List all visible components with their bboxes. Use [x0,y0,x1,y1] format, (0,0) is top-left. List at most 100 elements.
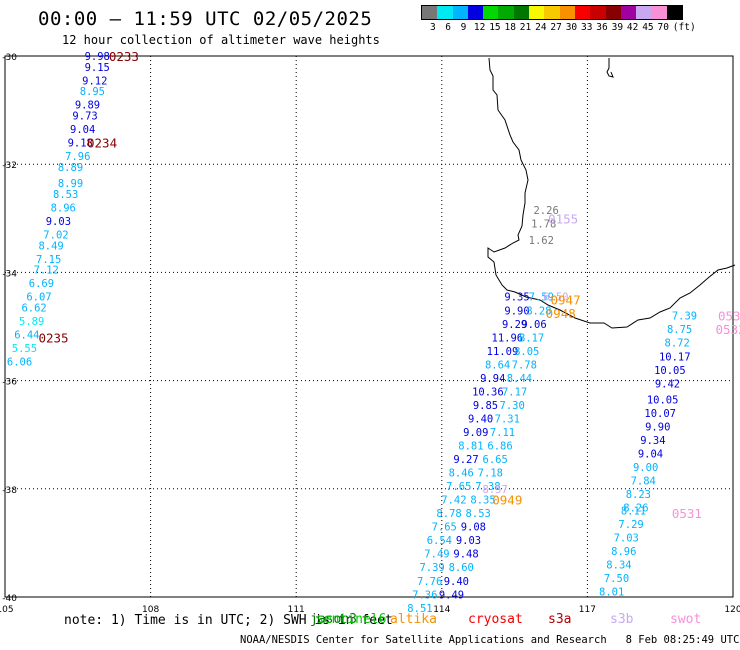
generated-timestamp: 8 Feb 08:25:49 UTC 2025 [625,634,740,646]
wave-height-value: 6.69 [29,278,54,290]
legend-swatch [636,6,652,19]
pass-time-label: 0235 [38,330,68,345]
wave-height-value: 9.49 [439,589,464,601]
wave-height-value: 10.05 [654,365,686,377]
legend-swatch [544,6,560,19]
wave-height-value: 8.49 [38,240,63,252]
legend-label: 36 [596,22,608,33]
wave-height-value: 6.86 [487,441,512,453]
wave-height-value: 6.65 [483,454,508,466]
wave-height-value: 9.85 [473,400,498,412]
legend-swatch [651,6,667,19]
coastline [487,57,736,329]
altimeter-tracks: 9.989.159.128.959.899.739.049.187.968.89… [7,51,697,615]
wave-height-value: 7.18 [478,468,503,480]
pass-time-label: 0948 [546,306,576,321]
lon-tick-label: 111 [288,605,305,615]
wave-height-value: 8.53 [53,189,78,201]
wave-height-value: 8.72 [665,338,690,350]
wave-height-value: 8.34 [606,560,631,572]
lat-tick-label: -38 [2,486,17,496]
pass-time-label: 0155 [548,211,578,226]
wave-height-value: 1.78 [531,219,556,231]
legend-swatch [605,6,621,19]
wave-height-value: 9.89 [75,100,100,112]
legend-label: 30 [565,22,578,33]
wave-height-value: 9.34 [640,435,665,447]
wave-height-value: 7.84 [631,476,656,488]
wave-height-value: 8.26 [623,503,648,515]
legend-label: 3 [430,22,436,33]
legend-swatch [620,6,637,19]
satellite-label-s3a: s3a [548,612,572,627]
wave-height-value: 9.90 [504,305,529,317]
note-text: note: 1) Time is in UTC; 2) SWH is in fe… [64,613,393,628]
wave-height-value: 2.26 [533,205,558,217]
map-subtitle: 12 hour collection of altimeter wave hei… [62,33,380,47]
wave-height-value: 8.28 [526,305,551,317]
legend-label: 15 [489,22,501,33]
wave-height-value: 7.76 [417,576,442,588]
pass-time-label: 0947 [551,292,581,307]
wave-height-value: 8.11 [621,505,646,517]
lat-tick-label: -36 [2,378,17,388]
wave-height-value: 8.64 [485,359,510,371]
wave-height-value: 9.42 [655,378,680,390]
wave-height-value: 8.60 [449,562,474,574]
wave-height-value: 7.30 [500,400,525,412]
wave-height-value: 9.09 [463,427,488,439]
wave-height-value: 7.15 [36,254,61,266]
wave-height-value: 11.09 [487,346,519,358]
legend-label: 6 [445,22,452,33]
legend-labels: 3 6 9 12 15 18 21 24 27 30 33 36 39 42 45 70 (ft) [421,22,740,36]
island [606,58,614,78]
wave-height-value: 7.11 [490,427,515,439]
pass-time-label: 0949 [492,493,522,508]
wave-height-value: 9.00 [633,462,658,474]
wave-height-value: 8.96 [51,202,76,214]
wave-height-value: 9.27 [453,454,478,466]
australia-west-coast [487,57,736,329]
wave-height-value: 7.78 [512,359,537,371]
satellite-label-cryosat: cryosat [468,612,523,627]
satellite-label-jason3: jason3 [310,612,357,627]
wave-height-value: 9.03 [46,216,71,228]
wave-height-value: 8.35 [470,495,495,507]
legend-swatch [452,6,468,19]
wave-height-value: 6.44 [14,330,39,342]
legend-label: 42 [626,22,639,33]
legend-label: 33 [581,22,593,33]
wave-height-value: 5.89 [19,316,44,328]
wave-height-value: 9.03 [456,535,481,547]
wave-height-value: 8.89 [58,162,83,174]
legend-label: 9 [460,22,467,33]
lon-tick-label: 105 [0,605,14,615]
legend-label: 45 [642,22,654,33]
wave-height-value: 9.94 [480,373,505,385]
map-title: 00:00 – 11:59 UTC 02/05/2025 [38,8,373,30]
wave-height-value: 6.62 [21,303,46,315]
lat-tick-label: -30 [2,53,17,63]
wave-height-value: 8.44 [507,373,532,385]
wave-height-value: 8.23 [626,489,651,501]
wave-height-value: 9.40 [468,413,493,425]
legend-swatch [498,6,514,19]
legend-label: 27 [550,22,562,33]
legend-label: (ft) [672,22,696,33]
wave-height-value: 7.96 [65,151,90,163]
credit-line: NOAA/NESDIS Center for Satellite Applica… [240,634,740,646]
lon-tick-label: 120 [724,605,740,615]
wave-height-value: 10.05 [647,395,679,407]
wave-height-value: 8.01 [599,587,624,599]
wave-height-value: 8.75 [667,324,692,336]
lat-lon-grid [4,55,734,598]
legend-swatch [574,6,591,19]
legend-label: 70 [657,22,669,33]
legend-swatch [559,6,575,19]
legend-swatch [590,6,606,19]
wave-height-value: 11.96 [492,332,524,344]
wave-height-value: 7.36 [412,589,437,601]
wave-height-value: 7.59 [529,292,554,304]
wave-height-value: 9.73 [72,111,97,123]
